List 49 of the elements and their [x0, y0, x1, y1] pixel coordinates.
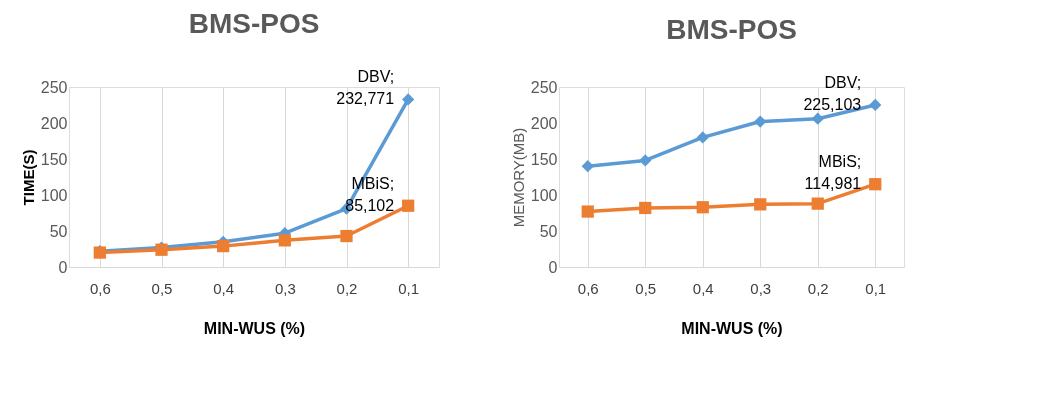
y-tick-label: 100 [530, 186, 558, 204]
x-tick-label: 0,1 [398, 279, 420, 297]
point [581, 205, 594, 218]
chart-title: BMS-POS [188, 8, 320, 40]
point [217, 240, 230, 253]
x-tick-label: 0,3 [274, 279, 296, 297]
x-axis-title: MIN-WUS (%) [203, 319, 306, 337]
y-tick-label: 100 [40, 186, 68, 204]
point [581, 160, 594, 173]
y-tick-label: 200 [530, 114, 558, 132]
point [811, 197, 824, 210]
y-tick-label: 250 [40, 78, 68, 96]
x-tick-label: 0,6 [89, 279, 111, 297]
y-axis-title: MEMORY(MB) [509, 127, 527, 228]
y-tick-label: 150 [530, 150, 558, 168]
chart-title: BMS-POS [666, 13, 797, 45]
x-tick-label: 0,4 [213, 279, 235, 297]
x-tick-label: 0,5 [151, 279, 173, 297]
annotation: DBV; 225,103 [803, 73, 862, 113]
point [340, 229, 353, 243]
y-tick-label: 0 [58, 258, 68, 276]
y-tick-label: 150 [40, 150, 68, 168]
point [869, 98, 882, 112]
y-axis-title: TIME(S) [19, 149, 37, 206]
y-tick-label: 250 [530, 78, 558, 96]
annotation: MBiS; 114,981 [804, 153, 862, 193]
y-tick-label: 50 [49, 222, 68, 240]
x-tick-label: 0,3 [750, 279, 772, 297]
x-tick-label: 0,1 [865, 279, 887, 297]
point [278, 234, 291, 247]
y-tick-label: 200 [40, 114, 68, 132]
x-tick-label: 0,6 [577, 279, 599, 297]
point [696, 131, 709, 144]
x-tick-label: 0,2 [807, 279, 829, 297]
point [754, 198, 767, 211]
x-tick-label: 0,5 [635, 279, 657, 297]
x-tick-label: 0,2 [336, 279, 358, 297]
point [869, 178, 882, 191]
point [402, 199, 415, 212]
x-axis-title: MIN-WUS (%) [681, 319, 783, 337]
x-tick-label: 0,4 [692, 279, 714, 297]
y-tick-label: 0 [548, 258, 558, 276]
point [639, 201, 652, 215]
point [696, 201, 709, 214]
point [639, 154, 652, 167]
point [811, 112, 824, 125]
point [402, 93, 415, 106]
annotation: DBV; 232,771 [336, 68, 395, 108]
y-tick-label: 50 [539, 222, 558, 240]
